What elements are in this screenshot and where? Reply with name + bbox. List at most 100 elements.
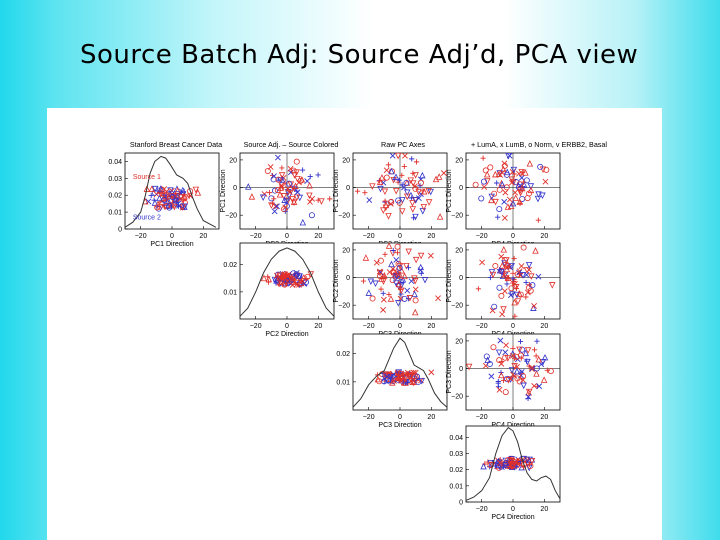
- source-1-point: [194, 189, 202, 196]
- source-2-point: [417, 183, 423, 189]
- source-1-point: [385, 162, 392, 168]
- source-1-point: [516, 290, 523, 297]
- source-1-point: [512, 284, 520, 291]
- source-2-point: [534, 338, 540, 344]
- source-1-point: [387, 200, 394, 207]
- source-1-point: [289, 282, 296, 288]
- source-1-point: [181, 193, 188, 200]
- source-2-point: [524, 358, 531, 366]
- source-1-point: [528, 273, 535, 280]
- source-1-point: [276, 191, 284, 198]
- source-1-point: [520, 169, 526, 175]
- source-1-point: [507, 375, 514, 382]
- source-1-point: [276, 281, 282, 287]
- source-1-point: [529, 364, 535, 371]
- source-2-point: [403, 179, 410, 186]
- density-curve: [124, 155, 217, 228]
- source-1-point: [192, 186, 200, 194]
- source-1-point: [390, 176, 397, 184]
- source-1-point: [417, 252, 425, 260]
- source-2-point: [509, 291, 516, 298]
- source-2-point: [307, 173, 313, 180]
- source-2-point: [539, 192, 546, 200]
- source-2-point: [495, 378, 501, 385]
- y-tick-label: 20: [342, 247, 350, 254]
- y-tick-label: 0: [459, 500, 463, 507]
- y-tick-label: 20: [455, 247, 463, 254]
- source-1-point: [465, 363, 473, 371]
- source-2-point: [389, 152, 396, 159]
- x-tick-label: 20: [314, 323, 322, 330]
- source-2-point: [502, 462, 509, 469]
- source-1-point: [383, 174, 390, 181]
- source-2-point: [510, 166, 518, 174]
- source-2-point: [365, 289, 373, 296]
- source-2-point: [492, 463, 498, 469]
- y-axis-label: PC2 Direction: [446, 259, 453, 302]
- x-tick-label: 0: [511, 323, 515, 330]
- source-2-point: [495, 349, 503, 357]
- source-1-point: [508, 179, 515, 186]
- source-2-point: [535, 273, 542, 280]
- source-1-point: [420, 188, 426, 194]
- source-2-point: [166, 204, 173, 211]
- x-tick-label: 20: [540, 323, 548, 330]
- x-tick-label: −20: [363, 414, 375, 421]
- source-1-point: [409, 180, 417, 187]
- source-2-point: [294, 189, 301, 196]
- y-tick-label: 20: [342, 157, 350, 164]
- source-1-point: [511, 255, 517, 262]
- source-1-point: [499, 358, 505, 365]
- source-2-point: [404, 287, 411, 294]
- source-1-point: [509, 169, 516, 175]
- source-2-point: [366, 197, 373, 203]
- x-tick-label: −20: [363, 233, 375, 240]
- source-2-point: [421, 276, 429, 284]
- source-1-point: [503, 342, 509, 349]
- figure-panel: Stanford Breast Cancer Data Source Adj. …: [47, 108, 662, 540]
- y-tick-label: 0: [346, 275, 350, 282]
- y-axis-label: PC3 Direction: [446, 350, 453, 393]
- source-2-point: [513, 367, 521, 375]
- source-1-point: [143, 185, 151, 192]
- x-tick-label: 20: [314, 233, 322, 240]
- source-1-point: [309, 195, 316, 202]
- source-1-point: [304, 273, 311, 280]
- source-1-point: [519, 184, 526, 192]
- source-2-point: [392, 173, 400, 180]
- source-2-point: [372, 280, 379, 288]
- source-2-point: [390, 247, 396, 254]
- y-tick-label: 0.02: [223, 262, 237, 269]
- source-1-point: [510, 458, 517, 465]
- x-tick-label: −20: [250, 233, 262, 240]
- source-1-point: [362, 190, 368, 196]
- density-curve: [465, 426, 561, 501]
- source-1-point: [488, 196, 495, 204]
- source-1-point: [378, 174, 386, 181]
- source-1-point: [484, 178, 491, 185]
- source-1-point: [507, 456, 515, 464]
- source-2-point: [296, 194, 304, 202]
- source-1-point: [512, 189, 519, 196]
- source-1-point: [157, 199, 163, 205]
- source-1-point: [544, 367, 550, 373]
- source-2-point: [487, 274, 493, 281]
- source-1-point: [380, 306, 387, 313]
- source-1-point: [389, 379, 396, 386]
- source-1-point: [293, 158, 300, 165]
- source-1-point: [547, 368, 554, 375]
- source-1-point: [496, 386, 503, 393]
- source-1-point: [412, 172, 419, 179]
- source-1-point: [380, 278, 387, 285]
- x-tick-label: 0: [285, 233, 289, 240]
- source-1-point: [524, 289, 531, 296]
- source-1-point: [411, 308, 419, 316]
- source-1-point: [161, 186, 168, 192]
- source-2-point: [498, 268, 505, 276]
- y-tick-label: 0.02: [336, 351, 350, 358]
- source-1-point: [516, 198, 523, 205]
- source-1-point: [397, 371, 404, 378]
- source-1-point: [510, 270, 516, 276]
- source-2-point: [495, 214, 501, 220]
